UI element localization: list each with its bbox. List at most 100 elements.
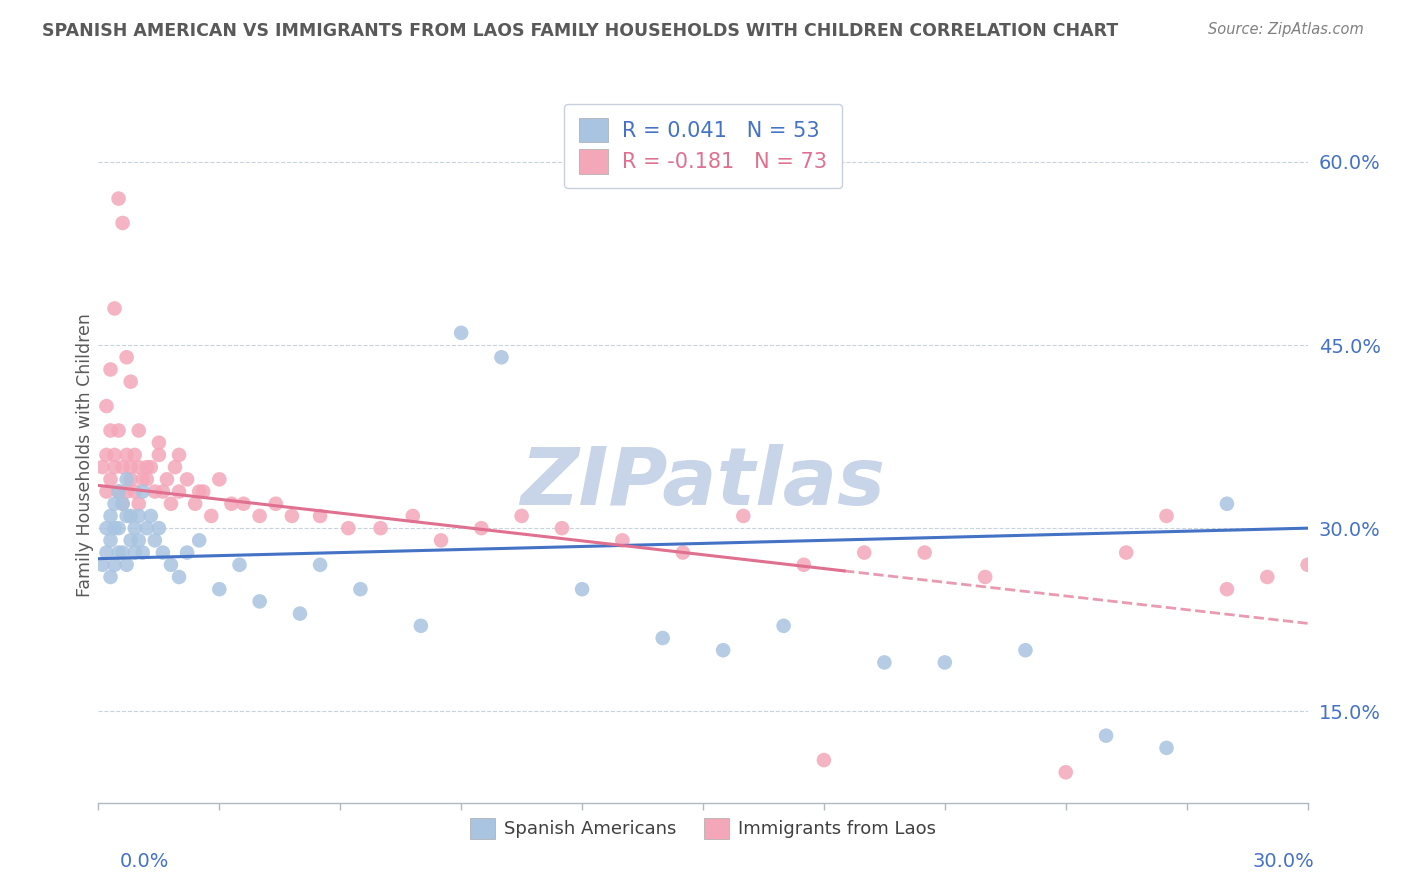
- Point: [107, 484, 129, 499]
- Point: [853, 545, 876, 559]
- Point: [167, 570, 190, 584]
- Point: [124, 484, 146, 499]
- Point: [107, 484, 129, 499]
- Point: [135, 472, 157, 486]
- Point: [100, 570, 122, 584]
- Point: [135, 460, 157, 475]
- Point: [167, 484, 190, 499]
- Point: [139, 460, 162, 475]
- Point: [1156, 740, 1178, 755]
- Point: [249, 594, 271, 608]
- Point: [143, 484, 166, 499]
- Point: [103, 497, 125, 511]
- Point: [281, 508, 304, 523]
- Point: [96, 521, 118, 535]
- Point: [571, 582, 593, 597]
- Point: [551, 521, 574, 535]
- Point: [132, 484, 155, 499]
- Point: [96, 484, 118, 499]
- Point: [103, 448, 125, 462]
- Point: [128, 533, 150, 548]
- Point: [120, 375, 142, 389]
- Point: [430, 533, 453, 548]
- Point: [103, 460, 125, 475]
- Point: [115, 558, 138, 572]
- Text: Source: ZipAtlas.com: Source: ZipAtlas.com: [1208, 22, 1364, 37]
- Point: [711, 643, 734, 657]
- Point: [124, 448, 146, 462]
- Point: [103, 301, 125, 316]
- Point: [132, 472, 155, 486]
- Point: [152, 545, 174, 559]
- Point: [1014, 643, 1036, 657]
- Point: [103, 521, 125, 535]
- Point: [733, 508, 755, 523]
- Point: [100, 472, 122, 486]
- Point: [111, 545, 134, 559]
- Point: [115, 351, 138, 365]
- Y-axis label: Family Households with Children: Family Households with Children: [76, 313, 94, 597]
- Point: [148, 521, 170, 535]
- Point: [128, 460, 150, 475]
- Text: SPANISH AMERICAN VS IMMIGRANTS FROM LAOS FAMILY HOUSEHOLDS WITH CHILDREN CORRELA: SPANISH AMERICAN VS IMMIGRANTS FROM LAOS…: [42, 22, 1118, 40]
- Point: [221, 497, 243, 511]
- Point: [1216, 497, 1239, 511]
- Point: [491, 351, 513, 365]
- Point: [249, 508, 271, 523]
- Point: [128, 497, 150, 511]
- Point: [793, 558, 815, 572]
- Point: [349, 582, 371, 597]
- Point: [107, 545, 129, 559]
- Point: [193, 484, 215, 499]
- Point: [120, 460, 142, 475]
- Point: [208, 582, 231, 597]
- Point: [128, 424, 150, 438]
- Point: [143, 533, 166, 548]
- Point: [148, 435, 170, 450]
- Point: [1296, 558, 1319, 572]
- Point: [309, 508, 332, 523]
- Point: [120, 472, 142, 486]
- Point: [337, 521, 360, 535]
- Point: [772, 619, 794, 633]
- Point: [470, 521, 492, 535]
- Point: [370, 521, 392, 535]
- Point: [120, 533, 142, 548]
- Point: [264, 497, 287, 511]
- Point: [612, 533, 634, 548]
- Point: [309, 558, 332, 572]
- Point: [176, 545, 198, 559]
- Point: [156, 472, 179, 486]
- Point: [167, 448, 190, 462]
- Point: [163, 460, 186, 475]
- Point: [160, 497, 183, 511]
- Point: [200, 508, 222, 523]
- Point: [107, 424, 129, 438]
- Point: [100, 424, 122, 438]
- Point: [103, 558, 125, 572]
- Point: [188, 533, 211, 548]
- Point: [188, 484, 211, 499]
- Point: [1054, 765, 1077, 780]
- Point: [107, 521, 129, 535]
- Point: [115, 448, 138, 462]
- Point: [288, 607, 311, 621]
- Point: [1156, 508, 1178, 523]
- Point: [96, 399, 118, 413]
- Point: [107, 192, 129, 206]
- Point: [672, 545, 695, 559]
- Point: [111, 497, 134, 511]
- Point: [402, 508, 425, 523]
- Point: [974, 570, 997, 584]
- Point: [232, 497, 254, 511]
- Point: [1256, 570, 1278, 584]
- Point: [510, 508, 533, 523]
- Text: ZIPatlas: ZIPatlas: [520, 443, 886, 522]
- Point: [96, 448, 118, 462]
- Point: [1216, 582, 1239, 597]
- Text: 0.0%: 0.0%: [120, 852, 169, 871]
- Point: [135, 521, 157, 535]
- Point: [228, 558, 250, 572]
- Point: [111, 216, 134, 230]
- Point: [100, 362, 122, 376]
